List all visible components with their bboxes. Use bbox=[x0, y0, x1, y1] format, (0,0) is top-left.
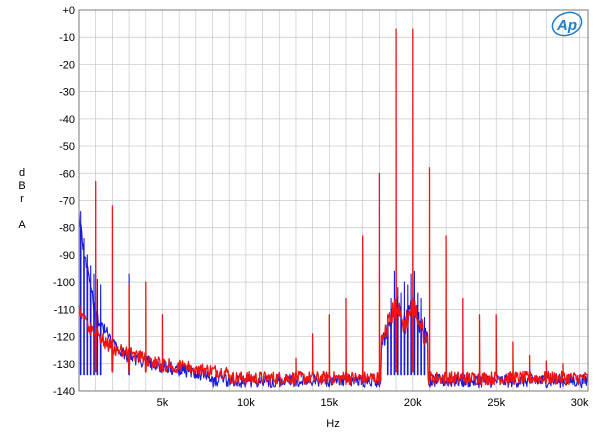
series-layer bbox=[78, 28, 589, 389]
y-tick-label: -80 bbox=[59, 223, 75, 235]
y-tick-label: -60 bbox=[59, 168, 75, 180]
y-tick-label: +0 bbox=[62, 5, 75, 17]
series-line bbox=[78, 28, 589, 386]
y-tick-label: -10 bbox=[59, 32, 75, 44]
y-axis-title-letter: B bbox=[18, 180, 25, 192]
y-tick-label: -40 bbox=[59, 114, 75, 126]
y-tick-label: -120 bbox=[53, 332, 75, 344]
y-tick-label: -140 bbox=[53, 386, 75, 398]
y-tick-label: -130 bbox=[53, 359, 75, 371]
plot-frame bbox=[78, 9, 589, 392]
y-axis-title-letter: r bbox=[20, 193, 24, 205]
x-tick-label: 20k bbox=[404, 397, 422, 409]
y-axis-title: dBr A bbox=[18, 167, 26, 231]
x-tick-label: 30k bbox=[571, 397, 589, 409]
logo-text: Ap bbox=[556, 17, 577, 34]
y-tick-label: -50 bbox=[59, 141, 75, 153]
y-tick-label: -20 bbox=[59, 59, 75, 71]
logo-ring bbox=[551, 11, 583, 37]
y-tick-label: -30 bbox=[59, 87, 75, 99]
y-axis-title-letter: A bbox=[18, 219, 26, 231]
y-axis-title-letter: d bbox=[19, 167, 25, 179]
x-axis-title: Hz bbox=[326, 418, 339, 430]
x-tick-label: 15k bbox=[320, 397, 338, 409]
x-tick-labels: 5k 10k 15k 20k 25k 30k bbox=[157, 397, 589, 409]
series-line bbox=[78, 210, 589, 389]
y-tick-label: -100 bbox=[53, 277, 75, 289]
y-tick-label: -110 bbox=[54, 304, 75, 316]
y-tick-label: -90 bbox=[59, 250, 75, 262]
x-tick-label: 5k bbox=[157, 397, 169, 409]
y-tick-labels: +0 -10 -20 -30 -40 -50 -60 -70 -80 -90 -100 -110 -12… bbox=[53, 5, 75, 398]
ap-logo: Ap bbox=[551, 11, 583, 37]
y-tick-label: -70 bbox=[59, 196, 75, 208]
x-tick-label: 25k bbox=[487, 397, 505, 409]
x-tick-label: 10k bbox=[237, 397, 255, 409]
